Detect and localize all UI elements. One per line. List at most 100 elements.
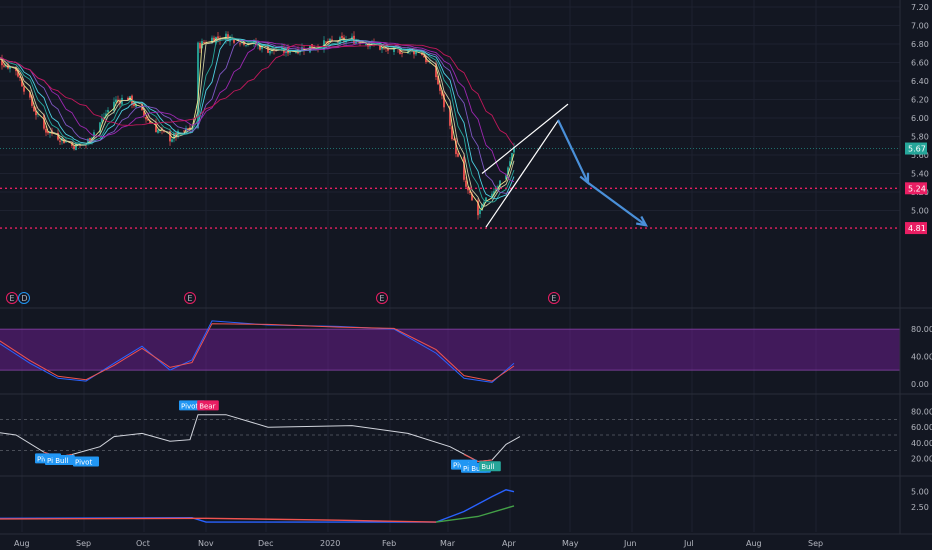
candle-body — [269, 50, 271, 54]
time-axis-label: Jun — [623, 539, 637, 548]
earnings-marker-label: D — [21, 294, 27, 303]
candle-body — [331, 39, 333, 41]
candle-body — [241, 40, 243, 43]
last-price-tag — [905, 142, 927, 155]
candle-body — [511, 153, 513, 161]
candle-body — [71, 142, 73, 146]
candle-body — [495, 188, 497, 192]
earnings-marker-label: E — [187, 294, 192, 303]
candle-body — [457, 153, 459, 157]
candle-body — [443, 94, 445, 108]
candle-body — [229, 36, 231, 42]
earnings-marker — [184, 292, 196, 304]
time-axis-label: May — [562, 539, 579, 548]
moving-average-line — [0, 44, 515, 146]
rsi-signal-label: Bull — [481, 463, 494, 471]
candle-body — [187, 128, 189, 130]
candle-body — [133, 103, 135, 107]
candle-body — [7, 63, 9, 69]
candle-body — [505, 175, 507, 180]
time-axis-label: Nov — [198, 539, 214, 548]
oscillator-band — [0, 329, 900, 371]
candle-body — [19, 76, 21, 79]
candle-body — [233, 38, 235, 43]
candle-body — [485, 197, 487, 202]
price-level-tag — [905, 222, 927, 235]
rsi-signal-badge — [73, 456, 99, 467]
candle-body — [449, 106, 451, 126]
time-axis-label: Apr — [502, 539, 517, 548]
candle-body — [175, 132, 177, 138]
candle-body — [3, 65, 5, 67]
candle-body — [351, 36, 353, 39]
candle-body — [101, 118, 103, 123]
earnings-marker-label: E — [551, 294, 556, 303]
moving-average-line — [0, 39, 515, 194]
candle-body — [89, 137, 91, 142]
price-axis-tick: 5.40 — [911, 170, 929, 179]
candle-body — [143, 110, 145, 116]
wedge-lower-line — [485, 120, 559, 228]
moving-average-line — [0, 37, 515, 203]
price-level-label: 5.24 — [908, 184, 926, 193]
earnings-marker-label: E — [379, 294, 384, 303]
candle-body — [365, 43, 367, 45]
moving-average-line — [0, 36, 515, 211]
candle-body — [59, 140, 61, 142]
candle-body — [491, 193, 493, 198]
candle-body — [425, 56, 427, 63]
candle-body — [127, 97, 129, 101]
candle-body — [427, 61, 429, 62]
rsi-signal-label: Bull — [471, 465, 484, 473]
candle-body — [323, 40, 325, 50]
candle-body — [33, 106, 35, 112]
earnings-marker — [18, 292, 30, 304]
candle-body — [439, 84, 441, 91]
rsi-signal-label: Pivot — [75, 459, 92, 467]
earnings-marker — [6, 292, 18, 304]
candle-body — [103, 116, 105, 118]
price-axis-tick: 6.20 — [911, 96, 929, 105]
candle-body — [463, 156, 465, 180]
candle-body — [469, 190, 471, 194]
candle-body — [9, 66, 11, 69]
price-axis-tick: 6.80 — [911, 40, 929, 49]
rsi-axis-tick: 40.00 — [911, 439, 932, 448]
candle-body — [35, 110, 37, 116]
candle-body — [99, 122, 101, 133]
candle-body — [79, 144, 81, 145]
wedge-upper-line — [481, 103, 569, 174]
rsi-highlight-line — [463, 454, 493, 463]
time-axis-label: Dec — [258, 539, 273, 548]
price-axis-tick: 5.60 — [911, 151, 929, 160]
price-axis-tick: 7.20 — [911, 3, 929, 12]
candle-body — [45, 128, 47, 133]
candle-body — [289, 51, 291, 53]
price-axis-tick: 6.00 — [911, 114, 929, 123]
candle-body — [483, 202, 485, 206]
candle-body — [507, 167, 509, 175]
candle-body — [147, 119, 149, 121]
candle-body — [509, 161, 511, 167]
time-axis-label: Sep — [76, 539, 91, 548]
candle-body — [37, 113, 39, 115]
earnings-marker — [376, 292, 388, 304]
candle-body — [107, 110, 109, 113]
time-axis-label: Feb — [382, 539, 396, 548]
candle-body — [455, 140, 457, 155]
rsi-signal-label: Bull — [55, 457, 68, 465]
price-axis-tick: 5.00 — [911, 207, 929, 216]
candle-body — [513, 147, 515, 153]
candle-body — [471, 193, 473, 201]
candle-body — [399, 49, 401, 54]
candle-body — [149, 121, 151, 124]
rsi-signal-badge — [479, 461, 501, 472]
price-axis-tick: 6.40 — [911, 77, 929, 86]
candle-body — [301, 47, 303, 52]
moving-average-line — [0, 41, 515, 182]
time-axis-label: Mar — [440, 539, 456, 548]
time-axis-label: Oct — [136, 539, 150, 548]
candle-body — [215, 36, 217, 44]
